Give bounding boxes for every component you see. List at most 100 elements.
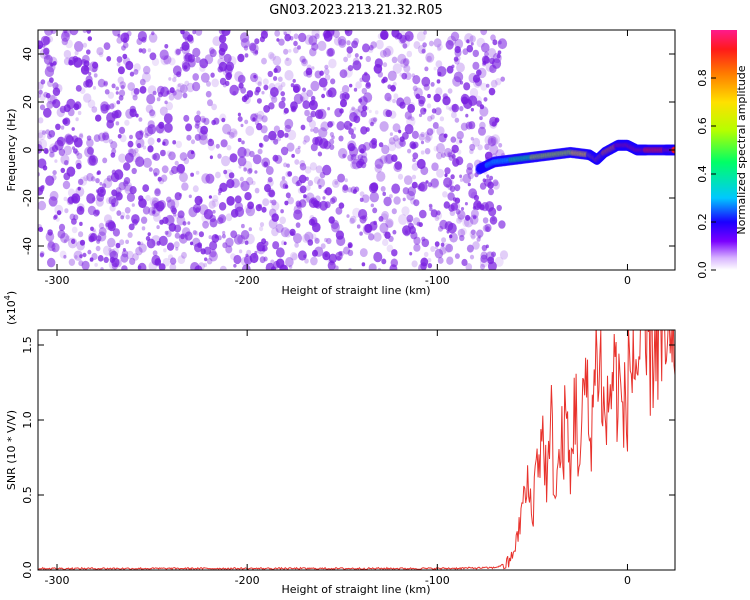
noise-blob — [86, 49, 91, 55]
noise-blob — [310, 256, 318, 266]
noise-blob — [411, 260, 418, 268]
noise-blob — [63, 57, 71, 66]
noise-blob — [480, 251, 488, 260]
noise-blob — [159, 106, 168, 116]
noise-blob — [426, 55, 432, 62]
noise-blob — [456, 217, 462, 224]
noise-blob — [254, 38, 260, 45]
noise-blob — [284, 118, 294, 129]
noise-blob — [237, 146, 247, 158]
noise-blob — [86, 135, 92, 141]
noise-blob — [484, 143, 490, 150]
noise-blob — [201, 117, 207, 123]
noise-blob — [291, 175, 300, 185]
noise-blob — [169, 263, 177, 270]
noise-blob — [456, 130, 464, 140]
noise-blob — [359, 248, 368, 258]
noise-blob — [447, 192, 455, 201]
noise-blob — [162, 141, 166, 146]
noise-blob — [182, 51, 190, 60]
noise-blob — [314, 237, 318, 242]
noise-blob — [482, 217, 489, 224]
snr-x-tick-label: 0 — [624, 574, 631, 587]
noise-blob — [373, 251, 383, 263]
noise-blob — [43, 47, 50, 55]
noise-blob — [470, 209, 479, 219]
noise-blob — [107, 91, 115, 99]
noise-blob — [284, 70, 294, 81]
noise-blob — [233, 263, 237, 268]
noise-blob — [331, 135, 335, 140]
noise-blob — [285, 257, 294, 267]
noise-blob — [347, 249, 354, 257]
noise-blob — [457, 228, 466, 238]
noise-blob — [489, 215, 498, 225]
noise-blob — [233, 254, 242, 265]
noise-blob — [141, 226, 146, 231]
noise-blob — [405, 34, 411, 41]
noise-blob — [76, 240, 85, 251]
noise-blob — [373, 220, 377, 225]
noise-blob — [184, 231, 193, 241]
noise-blob — [485, 244, 489, 249]
noise-blob — [392, 63, 402, 74]
noise-blob — [466, 167, 473, 175]
noise-blob — [382, 62, 388, 68]
noise-blob — [217, 153, 222, 159]
noise-blob — [135, 113, 139, 118]
noise-blob — [75, 85, 82, 92]
noise-blob — [368, 182, 378, 194]
noise-blob — [188, 194, 192, 199]
noise-blob — [219, 265, 227, 270]
noise-blob — [47, 229, 53, 236]
noise-blob — [411, 163, 419, 171]
noise-blob — [489, 144, 499, 155]
noise-blob — [296, 202, 303, 209]
noise-blob — [434, 245, 439, 250]
noise-blob — [120, 85, 125, 90]
noise-blob — [397, 173, 404, 180]
noise-blob — [245, 205, 255, 217]
noise-blob — [270, 259, 275, 265]
noise-blob — [480, 263, 485, 270]
noise-blob — [279, 216, 287, 225]
noise-blob — [203, 262, 208, 268]
noise-blob — [126, 30, 132, 37]
noise-blob — [467, 172, 474, 180]
noise-blob — [427, 257, 432, 263]
noise-blob — [307, 180, 314, 187]
noise-blob — [108, 247, 112, 252]
noise-blob — [459, 80, 464, 85]
noise-blob — [103, 42, 111, 50]
noise-blob — [156, 240, 161, 246]
noise-blob — [192, 81, 201, 92]
noise-blob — [77, 186, 81, 191]
noise-blob — [477, 144, 483, 151]
noise-blob — [485, 83, 490, 88]
noise-blob — [185, 123, 193, 132]
noise-blob — [120, 253, 129, 263]
noise-blob — [154, 258, 162, 266]
noise-blob — [179, 152, 188, 161]
noise-blob — [347, 243, 352, 248]
noise-blob — [421, 48, 426, 54]
noise-blob — [240, 87, 247, 94]
noise-blob — [217, 191, 221, 196]
noise-blob — [280, 81, 286, 88]
noise-blob — [79, 176, 88, 186]
noise-blob — [42, 36, 51, 45]
noise-blob — [488, 87, 496, 96]
noise-blob — [391, 154, 398, 162]
noise-blob — [350, 133, 356, 140]
noise-blob — [319, 171, 326, 179]
noise-blob — [239, 182, 244, 188]
noise-blob — [447, 151, 451, 156]
noise-blob — [380, 155, 388, 164]
noise-blob — [83, 65, 89, 72]
noise-blob — [159, 49, 169, 61]
noise-blob — [403, 175, 413, 186]
noise-blob — [403, 96, 411, 106]
noise-blob — [494, 256, 504, 267]
noise-blob — [480, 254, 488, 263]
noise-blob — [116, 62, 121, 67]
